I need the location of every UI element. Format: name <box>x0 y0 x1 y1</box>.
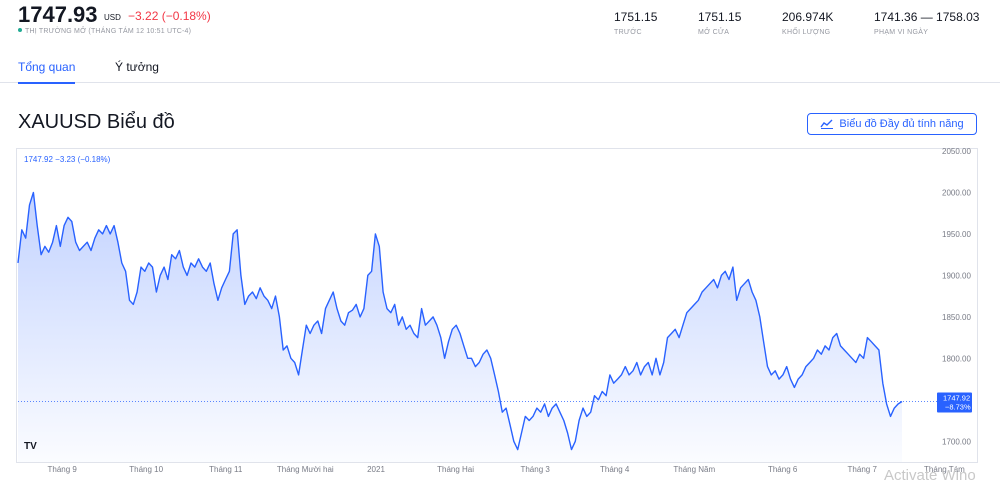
y-tick-label: 1900.00 <box>942 271 971 280</box>
stat-value: 206.974K <box>782 10 834 24</box>
stat-value: 1741.36 — 1758.03 <box>874 10 980 24</box>
last-price-label: 1747.92 <box>943 394 970 403</box>
full-chart-button-label: Biểu đồ Đầy đủ tính năng <box>839 118 964 130</box>
x-tick-label: Tháng 6 <box>768 465 798 474</box>
price-area-fill <box>18 192 902 462</box>
x-tick-label: Tháng Mười hai <box>277 465 334 474</box>
y-tick-label: 1700.00 <box>942 437 971 446</box>
market-status-text: THỊ TRƯỜNG MỞ (THÁNG TÁM 12 10:51 UTC-4) <box>25 28 192 35</box>
currency-label: USD <box>104 13 121 22</box>
tab-ideas[interactable]: Ý tưởng <box>115 60 159 74</box>
chart-section-title: XAUUSD Biểu đồ <box>18 111 175 133</box>
stat-label: MỞ CỬA <box>698 29 730 36</box>
market-open-dot-icon <box>18 28 22 32</box>
stat-value: 1751.15 <box>614 10 658 24</box>
y-tick-label: 1950.00 <box>942 230 971 239</box>
stat-value: 1751.15 <box>698 10 742 24</box>
x-tick-label: Tháng 9 <box>48 465 78 474</box>
x-tick-label: Tháng 11 <box>209 465 243 474</box>
full-chart-button[interactable]: Biểu đồ Đầy đủ tính năng <box>807 113 977 135</box>
y-tick-label: 1850.00 <box>942 313 971 322</box>
x-tick-label: Tháng 4 <box>600 465 630 474</box>
stat-volume: 206.974K KHỐI LƯỢNG <box>782 10 833 36</box>
last-price-label-box <box>937 392 972 413</box>
market-status: THỊ TRƯỜNG MỞ (THÁNG TÁM 12 10:51 UTC-4) <box>18 28 191 35</box>
price-series-line <box>17 191 903 451</box>
y-tick-label: 1800.00 <box>942 354 971 363</box>
tab-bar: Tổng quan Ý tưởng <box>0 50 1000 84</box>
chart-legend: 1747.92 −3.23 (−0.18%) <box>24 155 111 164</box>
active-tab-indicator <box>18 82 76 84</box>
x-tick-label: Tháng Năm <box>673 465 715 474</box>
stat-open: 1751.15 MỞ CỬA <box>698 10 741 36</box>
tab-label: Ý tưởng <box>115 60 159 74</box>
x-tick-label: Tháng 10 <box>129 465 163 474</box>
chart-line-icon <box>820 119 834 129</box>
quote-header: 1747.93 USD −3.22 (−0.18%) THỊ TRƯỜNG MỞ… <box>0 0 1000 50</box>
stat-label: PHẠM VI NGÀY <box>874 29 929 36</box>
tradingview-logo: TV <box>24 441 37 452</box>
x-tick-label: Tháng 3 <box>520 465 550 474</box>
y-tick-label: 2050.00 <box>942 147 971 156</box>
x-tick-label: Tháng 7 <box>848 465 878 474</box>
stat-label: TRƯỚC <box>614 29 642 36</box>
tab-label: Tổng quan <box>18 60 76 74</box>
tab-overview[interactable]: Tổng quan <box>18 60 76 84</box>
stat-label: KHỐI LƯỢNG <box>782 29 831 36</box>
x-tick-label: Tháng Hai <box>437 465 474 474</box>
y-tick-label: 2000.00 <box>942 188 971 197</box>
current-price: 1747.93 <box>18 2 98 27</box>
price-change: −3.22 (−0.18%) <box>128 9 211 23</box>
x-tick-label: Tháng Tám <box>924 465 965 474</box>
activate-windows-watermark: Activate Wino <box>884 467 976 484</box>
chart-frame <box>16 148 978 463</box>
stat-day-range: 1741.36 — 1758.03 PHẠM VI NGÀY <box>874 10 979 36</box>
last-change-label: −8.73% <box>945 403 971 412</box>
x-tick-label: 2021 <box>367 465 385 474</box>
stat-previous-close: 1751.15 TRƯỚC <box>614 10 657 36</box>
